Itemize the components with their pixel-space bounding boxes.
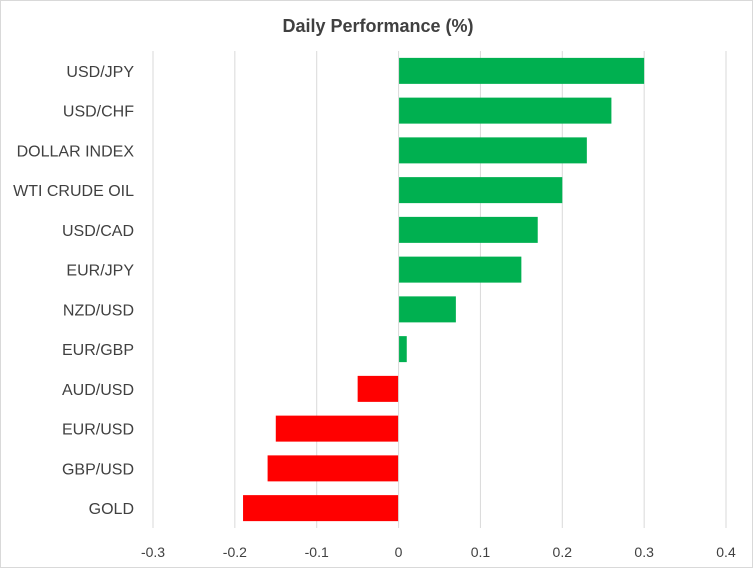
bar-usd-chf — [398, 97, 612, 124]
bar-gbp-usd — [267, 455, 399, 482]
x-tick-label: -0.1 — [305, 544, 329, 560]
category-label: GBP/USD — [62, 461, 134, 478]
category-label: DOLLAR INDEX — [17, 143, 135, 160]
category-label: USD/CHF — [63, 104, 134, 121]
bar-gold — [243, 495, 399, 522]
x-tick-label: 0.4 — [716, 544, 736, 560]
x-tick-label: -0.3 — [141, 544, 165, 560]
x-tick-label: 0 — [395, 544, 403, 560]
x-tick-label: 0.1 — [471, 544, 491, 560]
x-tick-label: 0.2 — [553, 544, 573, 560]
x-tick-label: -0.2 — [223, 544, 247, 560]
bar-eur-jpy — [398, 256, 522, 283]
bar-eur-gbp — [398, 336, 407, 363]
bars — [243, 51, 645, 528]
gridlines — [152, 51, 727, 528]
category-label: AUD/USD — [62, 382, 134, 399]
x-tick-label: 0.3 — [634, 544, 654, 560]
chart-title: Daily Performance (%) — [282, 16, 473, 36]
category-label: USD/CAD — [62, 223, 134, 240]
category-label: EUR/USD — [62, 422, 134, 439]
category-label: EUR/JPY — [66, 263, 134, 280]
x-axis-ticks: -0.3 -0.2 -0.1 0 0.1 0.2 0.3 0.4 — [141, 544, 736, 560]
bar-aud-usd — [357, 375, 399, 402]
category-labels: USD/JPY USD/CHF DOLLAR INDEX WTI CRUDE OIL U… — [13, 64, 134, 518]
category-label: GOLD — [89, 501, 134, 518]
category-label: USD/JPY — [66, 64, 134, 81]
bar-wti-crude-oil — [398, 177, 563, 204]
category-label: NZD/USD — [63, 302, 134, 319]
category-label: WTI CRUDE OIL — [13, 183, 134, 200]
bar-usd-jpy — [398, 57, 645, 84]
bar-dollar-index — [398, 137, 587, 164]
category-label: EUR/GBP — [62, 342, 134, 359]
bar-eur-usd — [275, 415, 399, 442]
bar-usd-cad — [398, 216, 538, 243]
bar-nzd-usd — [398, 296, 456, 323]
